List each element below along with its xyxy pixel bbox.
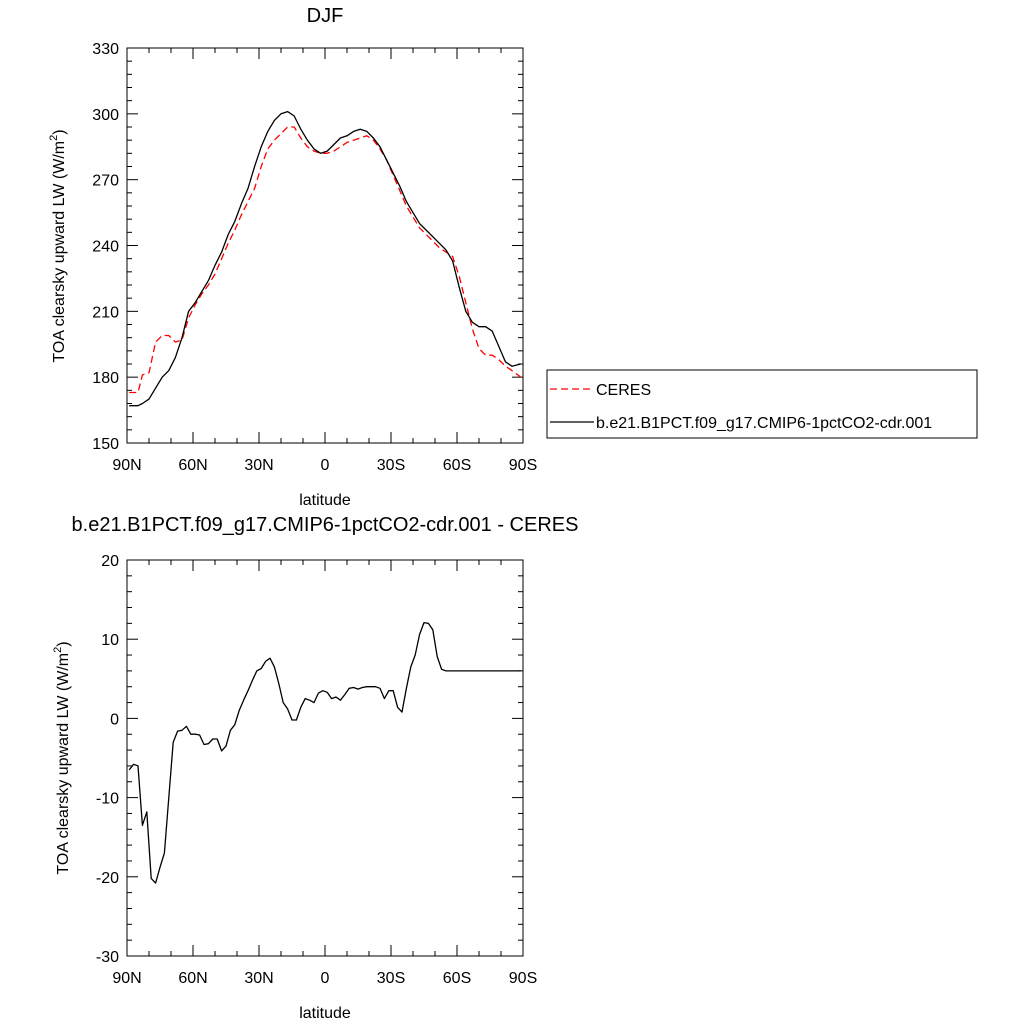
top-x-tick-label: 90S [509, 457, 537, 474]
top-x-tick-label: 60N [178, 457, 207, 474]
bottom-y-tick-label: -30 [96, 949, 119, 966]
bottom-y-tick-label: 0 [110, 711, 119, 728]
top-y-tick-label: 240 [92, 239, 119, 256]
bottom-y-tick-label: -10 [96, 791, 119, 808]
top-x-tick-label: 30N [244, 457, 273, 474]
legend-label-model: b.e21.B1PCT.f09_g17.CMIP6-1pctCO2-cdr.00… [596, 415, 932, 432]
top-y-axis-label: TOA clearsky upward LW (W/m2) [48, 129, 68, 362]
top-y-tick-labels: 150 180 210 240 270 300 330 [92, 41, 119, 453]
top-x-tick-label: 60S [443, 457, 471, 474]
top-plot-frame [126, 47, 524, 444]
bottom-plot-frame [126, 559, 524, 957]
bottom-x-tick-label: 60S [443, 970, 471, 987]
top-series-lines [129, 110, 522, 407]
top-y-tick-label: 210 [92, 304, 119, 321]
bottom-x-axis-label: latitude [299, 1005, 351, 1022]
bottom-x-tick-label: 0 [321, 970, 330, 987]
top-axis-ticks [126, 47, 524, 444]
bottom-x-tick-label: 30S [377, 970, 405, 987]
top-y-tick-label: 330 [92, 41, 119, 58]
panel-difference: b.e21.B1PCT.f09_g17.CMIP6-1pctCO2-cdr.00… [52, 514, 578, 1022]
bottom-axis-ticks [126, 559, 524, 957]
bottom-y-tick-label: 20 [101, 553, 119, 570]
bottom-y-tick-label: -20 [96, 870, 119, 887]
top-y-tick-label: 180 [92, 370, 119, 387]
bottom-x-tick-label: 90N [112, 970, 141, 987]
top-chart-title: DJF [307, 5, 344, 27]
top-x-tick-label: 90N [112, 457, 141, 474]
bottom-x-tick-label: 30N [244, 970, 273, 987]
top-x-tick-labels: 90N 60N 30N 0 30S 60S 90S [112, 457, 537, 474]
bottom-x-tick-labels: 90N 60N 30N 0 30S 60S 90S [112, 970, 537, 987]
top-x-axis-label: latitude [299, 492, 351, 509]
top-series-line-1 [129, 110, 521, 407]
bottom-series-line-0 [128, 621, 521, 884]
legend: CERES b.e21.B1PCT.f09_g17.CMIP6-1pctCO2-… [546, 369, 978, 439]
bottom-series-lines [128, 621, 521, 884]
top-x-tick-label: 0 [321, 457, 330, 474]
panel-zonal-mean: DJF 90N 60N 30N 0 30S 60S 90S 150 180 210 240 270 3… [48, 5, 537, 509]
bottom-x-tick-label: 60N [178, 970, 207, 987]
legend-label-ceres: CERES [596, 382, 651, 399]
top-y-tick-label: 270 [92, 173, 119, 190]
bottom-y-tick-label: 10 [101, 632, 119, 649]
bottom-y-axis-label: TOA clearsky upward LW (W/m2) [52, 641, 72, 874]
top-series-line-0 [129, 126, 522, 394]
bottom-x-tick-label: 90S [509, 970, 537, 987]
top-y-tick-label: 150 [92, 436, 119, 453]
top-x-tick-label: 30S [377, 457, 405, 474]
bottom-y-tick-labels: -30 -20 -10 0 10 20 [96, 553, 119, 966]
legend-box [546, 369, 978, 439]
bottom-chart-title: b.e21.B1PCT.f09_g17.CMIP6-1pctCO2-cdr.00… [72, 514, 579, 536]
top-y-tick-label: 300 [92, 107, 119, 124]
